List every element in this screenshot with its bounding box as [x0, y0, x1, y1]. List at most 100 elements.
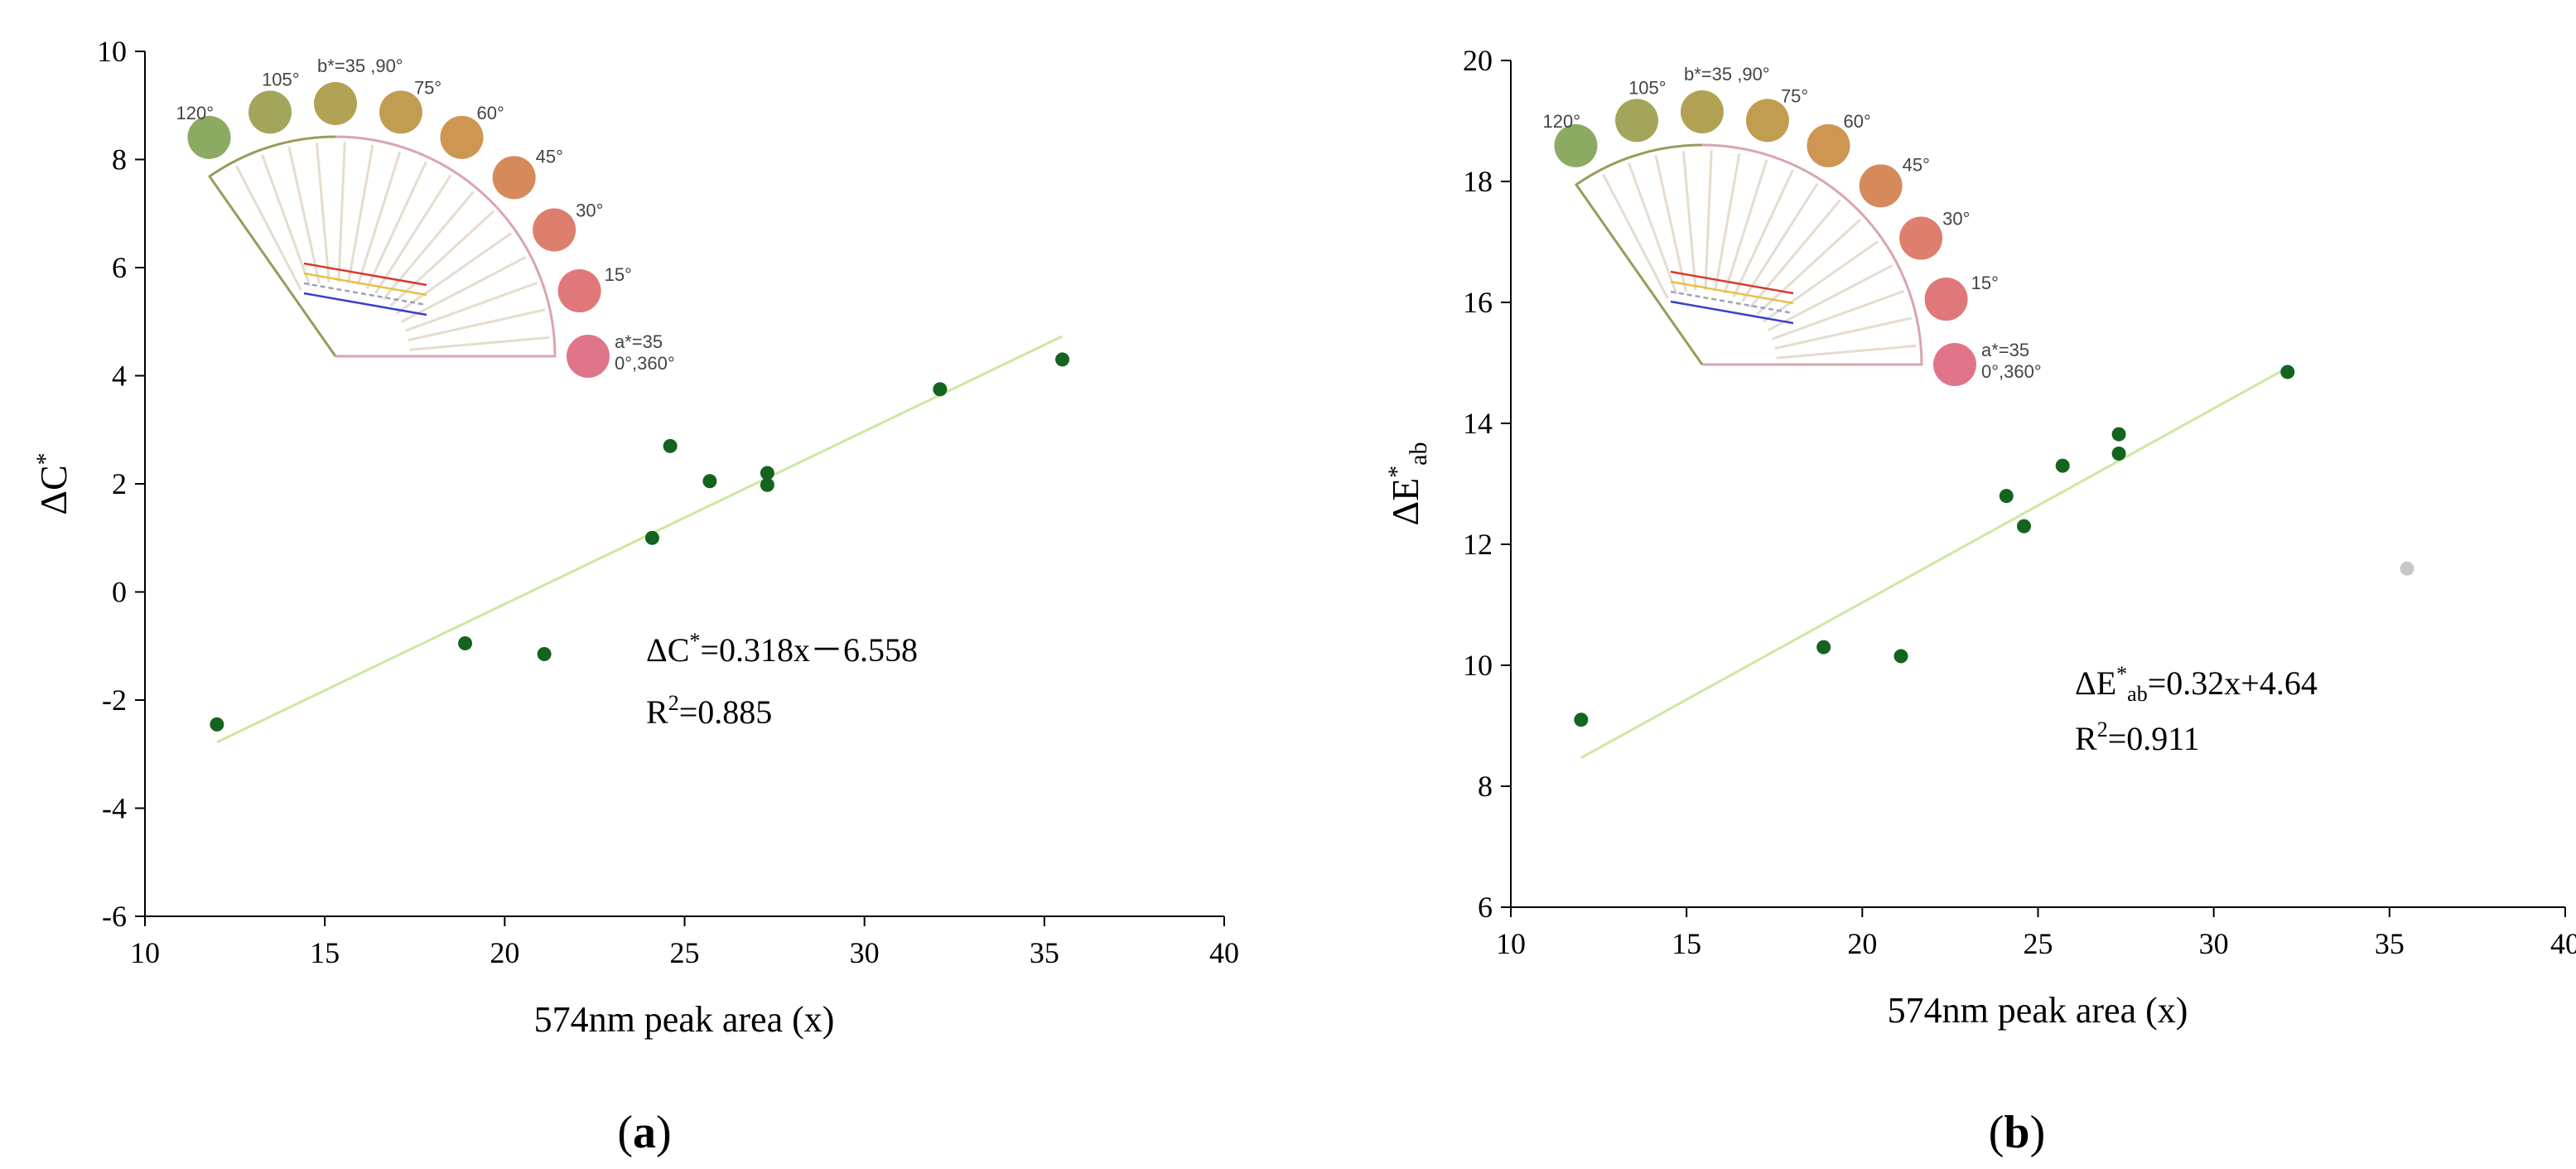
hue-swatch-90-b [1681, 90, 1724, 133]
hue-label-b: 60° [1844, 111, 1871, 132]
hue-swatch-105-b [1615, 99, 1659, 143]
y-tick-label-b: 12 [1463, 528, 1493, 561]
x-tick-label-b: 20 [1847, 927, 1877, 960]
fit-line-b [1580, 366, 2289, 760]
inset-ray-b [1681, 150, 1697, 291]
y-tick-label-b: 20 [1463, 44, 1493, 77]
inset-ray-a [401, 256, 527, 323]
x-tick-label-a: 30 [850, 936, 880, 969]
hue-swatch-0-b [1933, 343, 1976, 386]
panel-b: 120° 105° b*=35 ,90° 75° 60° 45° 30° 15° a*=350°… [1383, 44, 2576, 1158]
y-tick-label-b: 18 [1463, 165, 1493, 198]
hue-swatch-30-a [533, 208, 576, 252]
data-point-b [2280, 365, 2295, 379]
inset-ray-a [356, 151, 402, 286]
inset-ray-b [1714, 152, 1741, 292]
data-point-b [1999, 489, 2014, 504]
inset-ray-a [365, 161, 427, 290]
x-tick-label-b: 30 [2199, 927, 2229, 960]
inset-ray-a [409, 336, 550, 351]
data-point-a [663, 438, 678, 453]
data-point-b [1893, 649, 1908, 664]
hue-label-a: 75° [414, 77, 441, 98]
y-tick-label-a: 8 [112, 143, 127, 176]
inset-spectrum-line-a [303, 282, 427, 307]
hue-label-a: a*=35 [615, 331, 663, 352]
y-tick-label-b: 8 [1478, 770, 1493, 803]
data-point-b [1574, 713, 1589, 727]
inset-ray-a [408, 308, 546, 341]
hue-angle-inset-b: 120° 105° b*=35 ,90° 75° 60° 45° 30° 15° a*=350°… [1543, 64, 2042, 386]
y-axis-title-b: ΔE*ab [1383, 442, 1432, 525]
inset-spectrum-line-b [1670, 300, 1794, 325]
data-point-a [933, 382, 948, 397]
hue-label-b: a*=35 [1981, 340, 2029, 360]
hue-swatch-75-b [1745, 99, 1789, 143]
hue-label-b: 0°,360° [1981, 361, 2042, 382]
r-squared-a: R2=0.885 [646, 691, 772, 731]
y-tick-label-a: 6 [112, 251, 127, 284]
data-point-a [644, 530, 659, 545]
data-point-a [760, 466, 774, 481]
panel-a: 120° 105° b*=35 ,90° 75° 60° 45° 30° 15° a*=350°… [31, 35, 1239, 1158]
hue-label-a: 30° [576, 200, 603, 221]
data-point-b [2017, 519, 2032, 534]
hue-label-b: 45° [1903, 154, 1930, 175]
data-point-b [2111, 427, 2126, 442]
hue-label-a: 0°,360° [615, 353, 675, 374]
inset-ray-b [1749, 199, 1841, 309]
inset-ray-a [347, 144, 374, 283]
y-tick-label-a: 2 [112, 467, 127, 500]
panel-label-b: (b) [1989, 1107, 2045, 1158]
inset-ray-b [1628, 162, 1678, 295]
hue-label-b: 75° [1781, 85, 1808, 106]
inset-ray-a [287, 146, 321, 284]
y-tick-label-a: -6 [102, 900, 127, 933]
inset-ray-b [1762, 240, 1879, 323]
hue-angle-inset-a: 120° 105° b*=35 ,90° 75° 60° 45° 30° 15° a*=350°… [176, 56, 675, 378]
hue-label-b: 15° [1971, 273, 1999, 293]
hue-swatch-60-b [1807, 123, 1850, 167]
outlier-point-b [2400, 561, 2414, 576]
x-tick-label-a: 20 [490, 936, 519, 969]
inset-ray-b [1741, 182, 1819, 302]
inset-spectrum-line-b [1670, 290, 1794, 315]
y-tick-label-a: 10 [97, 35, 127, 68]
x-tick-label-b: 25 [2024, 927, 2053, 960]
hue-swatch-0-a [567, 335, 610, 378]
y-tick-label-b: 16 [1463, 286, 1493, 319]
inset-spectrum-line-a [303, 292, 427, 316]
hue-label-a: 120° [176, 103, 215, 123]
inset-fan-edge-b [1574, 143, 1704, 365]
hue-label-b: 120° [1543, 111, 1581, 132]
x-tick-label-a: 40 [1209, 936, 1239, 969]
x-tick-label-b: 40 [2550, 927, 2576, 960]
inset-ray-b [1732, 169, 1794, 298]
y-axis-title-a: ΔC* [31, 452, 75, 514]
hue-label-a: b*=35 ,90° [317, 56, 403, 76]
inset-ray-b [1774, 316, 1913, 350]
hue-swatch-75-a [379, 90, 422, 134]
data-point-a [537, 647, 552, 662]
data-point-b [1816, 640, 1831, 655]
hue-swatch-105-a [248, 90, 292, 134]
inset-ray-b [1768, 264, 1893, 331]
data-point-a [760, 477, 774, 492]
inset-ray-b [1723, 159, 1768, 294]
y-tick-label-a: 4 [112, 360, 127, 393]
x-tick-label-b: 10 [1496, 927, 1526, 960]
data-point-a [702, 474, 717, 489]
hue-swatch-15-a [557, 269, 601, 313]
hue-label-a: 60° [477, 103, 504, 123]
y-tick-label-a: 0 [112, 576, 127, 609]
inset-ray-a [382, 191, 475, 301]
inset-fan-edge-a [207, 135, 337, 357]
inset-spectrum-line-a [303, 272, 427, 297]
hue-label-b: 30° [1942, 209, 1970, 229]
y-tick-label-a: -2 [102, 684, 127, 717]
hue-label-b: 105° [1628, 77, 1667, 98]
inset-ray-b [1772, 290, 1904, 341]
equation-b: ΔE*ab=0.32x+4.64 [2075, 662, 2318, 706]
x-tick-label-a: 10 [130, 936, 160, 969]
y-tick-label-a: -4 [102, 792, 127, 825]
